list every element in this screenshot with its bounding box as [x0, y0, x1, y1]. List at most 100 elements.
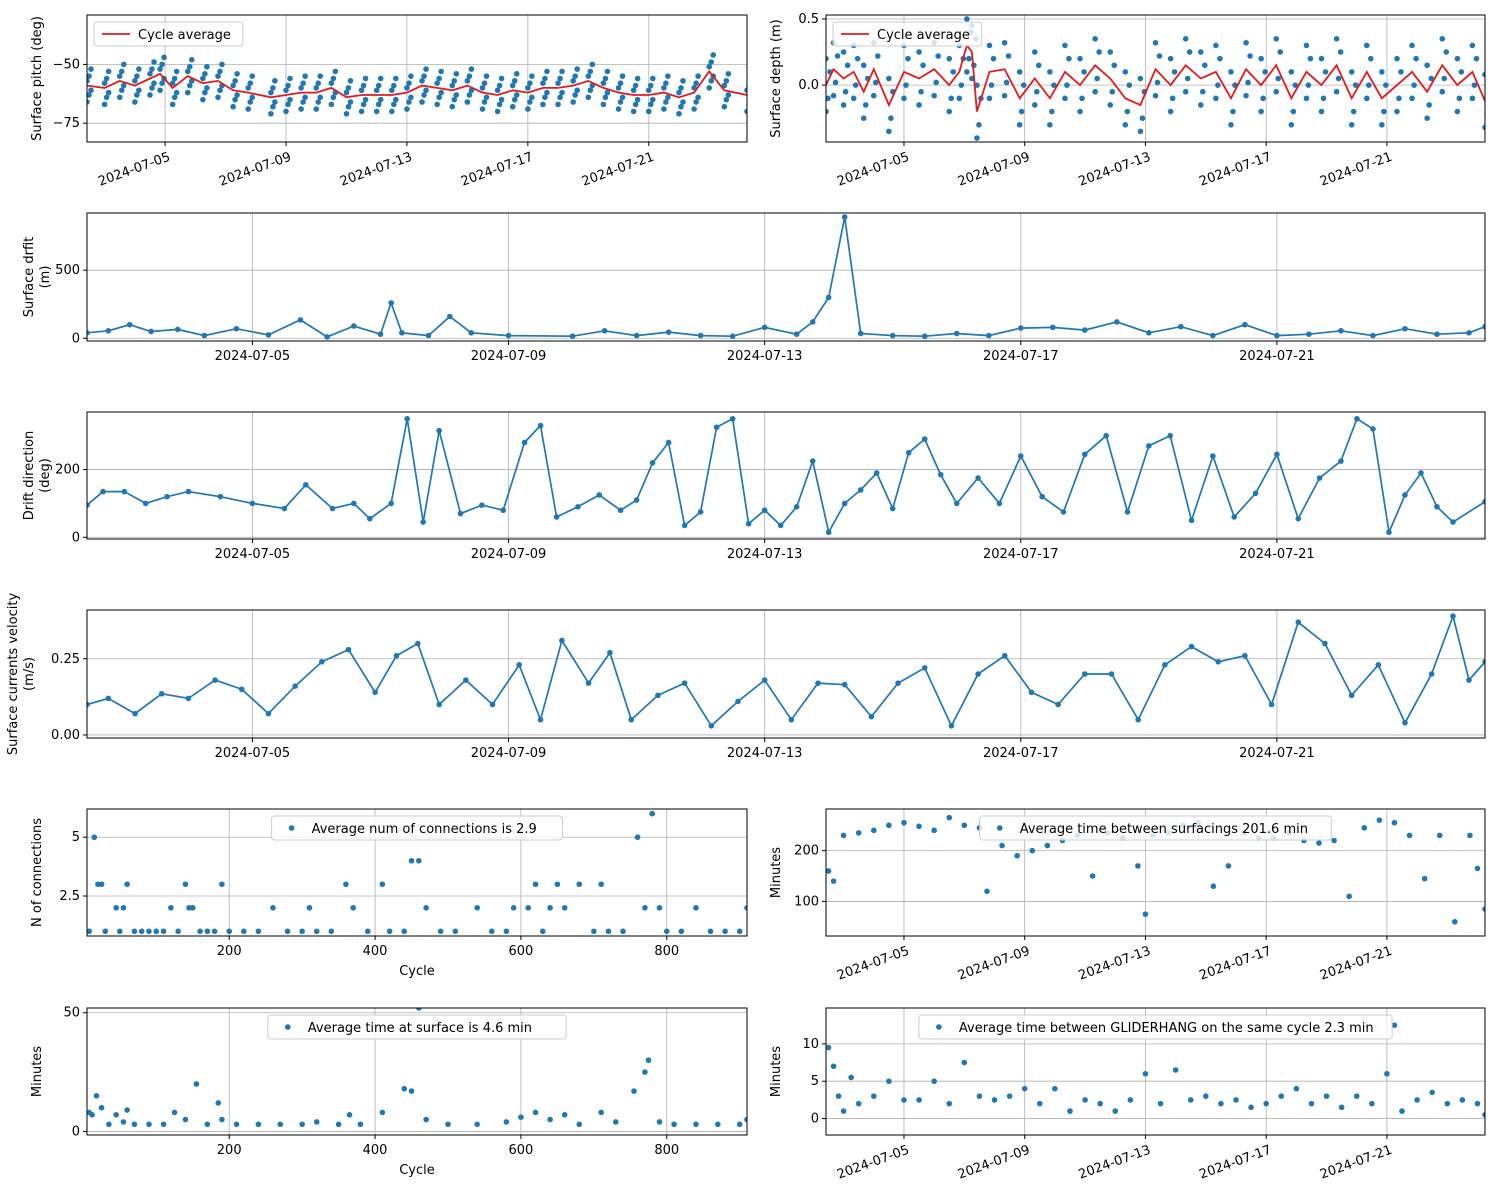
- data-point: [388, 500, 394, 507]
- data-point: [681, 522, 688, 529]
- data-point: [1303, 95, 1310, 102]
- data-point: [268, 110, 274, 117]
- data-point: [649, 460, 656, 466]
- data-point: [695, 94, 701, 101]
- data-point: [729, 415, 736, 422]
- data-point: [886, 128, 892, 135]
- data-point: [1396, 95, 1402, 102]
- data-point: [408, 857, 415, 864]
- data-point: [1274, 332, 1280, 339]
- data-point: [1231, 514, 1238, 520]
- data-point: [120, 904, 127, 911]
- data-point: [961, 822, 968, 829]
- data-point: [415, 640, 421, 647]
- data-point: [540, 928, 546, 935]
- data-point: [598, 1109, 604, 1116]
- data-point: [113, 904, 119, 911]
- data-point: [1097, 1100, 1103, 1107]
- data-point: [937, 471, 944, 478]
- data-point: [619, 94, 626, 101]
- data-point: [1316, 475, 1323, 481]
- data-point: [466, 92, 473, 98]
- data-point: [1111, 62, 1118, 69]
- x-tick-label: 2024-07-17: [983, 746, 1059, 761]
- data-point: [457, 510, 464, 517]
- data-point: [706, 85, 713, 91]
- data-point: [1365, 82, 1372, 88]
- data-point: [505, 332, 512, 339]
- data-point: [204, 85, 210, 91]
- data-point: [744, 87, 747, 94]
- x-tick-label: 2024-07-13: [1077, 1143, 1153, 1183]
- data-point: [496, 101, 503, 108]
- data-point: [1137, 128, 1144, 135]
- depth-panel: 2024-07-05 2024-07-09 2024-07-13 2024-07-17…: [769, 12, 1486, 190]
- data-point: [313, 85, 320, 91]
- data-point: [1335, 75, 1342, 82]
- data-point: [217, 493, 224, 500]
- data-point: [516, 662, 523, 668]
- data-point: [1016, 69, 1023, 75]
- data-point: [1459, 1097, 1466, 1103]
- data-point: [996, 500, 1003, 507]
- data-point: [350, 323, 357, 329]
- data-point: [245, 85, 252, 91]
- legend-label: Cycle average: [877, 28, 970, 43]
- data-point: [825, 294, 832, 301]
- data-point: [975, 475, 981, 481]
- data-point: [542, 94, 548, 101]
- data-point: [436, 94, 442, 101]
- data-point: [931, 1078, 937, 1085]
- pitch-panel: 2024-07-05 2024-07-09 2024-07-13 2024-07-17…: [30, 14, 748, 190]
- data-point: [678, 85, 684, 91]
- data-point: [559, 68, 565, 75]
- data-point: [1248, 1104, 1254, 1111]
- data-point: [933, 79, 939, 86]
- data-point: [708, 78, 715, 84]
- data-point: [1051, 82, 1057, 88]
- x-tick-label: 2024-07-21: [1239, 349, 1315, 364]
- data-point: [283, 87, 289, 94]
- data-point: [1361, 824, 1368, 831]
- data-point: [287, 96, 293, 103]
- data-point: [105, 89, 112, 96]
- x-tick-label: 2024-07-13: [727, 349, 803, 364]
- data-point: [343, 110, 350, 117]
- data-point: [335, 1121, 342, 1128]
- data-point: [159, 80, 165, 87]
- data-point: [761, 507, 768, 514]
- data-point: [1225, 863, 1232, 869]
- data-point: [120, 1119, 127, 1125]
- data-point: [663, 80, 669, 87]
- data-point: [1082, 671, 1088, 677]
- y-tick-label: 0: [72, 331, 80, 346]
- data-point: [1210, 883, 1217, 890]
- data-point: [1178, 323, 1184, 330]
- x-tick-label: 2024-07-21: [1239, 547, 1315, 562]
- legend-label: Average time between GLIDERHANG on the s…: [959, 1021, 1374, 1036]
- data-point: [602, 75, 609, 82]
- data-point: [693, 1121, 699, 1128]
- data-point: [479, 106, 486, 112]
- data-point: [1017, 325, 1024, 331]
- data-point: [1262, 69, 1268, 75]
- data-point: [985, 332, 992, 339]
- data-point: [1306, 331, 1312, 337]
- x-tick-label: 200: [217, 1143, 242, 1158]
- data-point: [347, 99, 354, 105]
- data-point: [527, 80, 533, 87]
- data-point: [358, 87, 365, 94]
- data-point: [986, 95, 993, 102]
- data-point: [317, 94, 324, 101]
- y-axis-label: Surface drfit(m): [22, 237, 53, 318]
- data-point: [645, 108, 652, 115]
- direction-panel: 2024-07-05 2024-07-09 2024-07-13 2024-07-17…: [22, 411, 1486, 562]
- data-point: [1167, 432, 1173, 439]
- data-point: [1375, 662, 1382, 668]
- data-point: [840, 832, 847, 839]
- data-point: [663, 928, 670, 935]
- legend: Average time between GLIDERHANG on the s…: [918, 1014, 1393, 1040]
- data-point: [124, 1107, 130, 1113]
- data-point: [1218, 1100, 1224, 1107]
- data-point: [452, 928, 459, 935]
